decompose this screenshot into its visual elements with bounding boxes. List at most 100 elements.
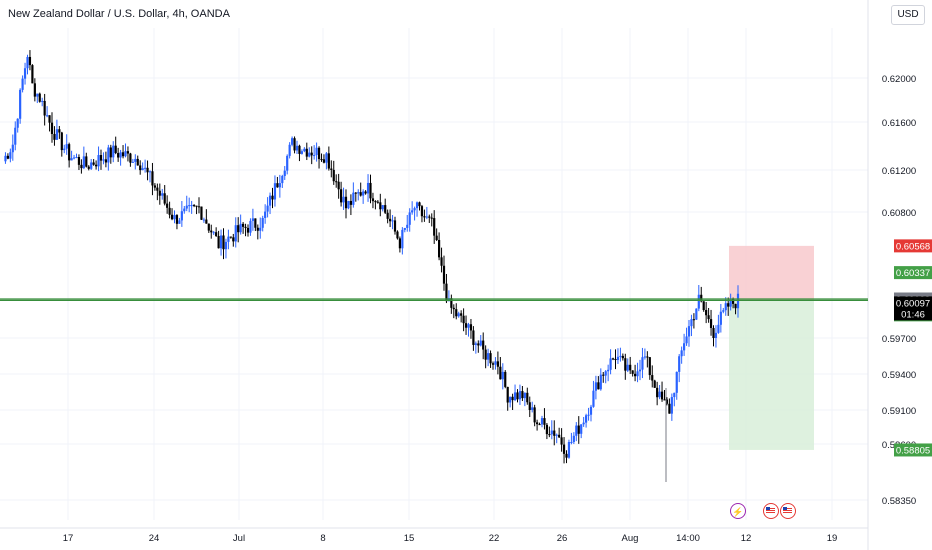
candle (668, 403, 671, 414)
candle (624, 358, 627, 371)
candle (450, 298, 453, 308)
candle (714, 332, 718, 338)
candle (291, 138, 294, 145)
candle (251, 218, 254, 221)
candle (121, 152, 125, 157)
candle (119, 152, 122, 158)
candle (629, 364, 632, 371)
current-price-label: 0.60097 (896, 298, 930, 309)
candle (144, 167, 147, 169)
candle (616, 356, 620, 360)
candle (288, 144, 291, 156)
candle (722, 310, 725, 312)
candle (401, 229, 404, 249)
candle (442, 265, 446, 284)
candle (707, 315, 710, 320)
candle (166, 203, 169, 208)
candle (592, 390, 595, 407)
x-tick-label: Aug (622, 533, 639, 544)
candle (430, 217, 433, 219)
candle (340, 189, 343, 203)
candle (21, 78, 24, 90)
candle (80, 164, 83, 169)
candle (347, 200, 350, 209)
candle (337, 181, 340, 190)
currency-button[interactable]: USD (891, 5, 925, 25)
current-price-bg (894, 296, 932, 321)
candle (602, 374, 605, 376)
candle (423, 216, 426, 218)
candle (663, 399, 666, 401)
candle (23, 68, 27, 79)
candle (440, 257, 443, 266)
candle (85, 156, 88, 167)
candle (134, 158, 137, 162)
candle (418, 202, 421, 207)
candle (558, 434, 561, 438)
candle (50, 122, 54, 134)
candle (499, 366, 502, 380)
candle (543, 418, 546, 425)
x-tick-label: 12 (741, 533, 752, 544)
candle (562, 444, 566, 454)
lightning-icon[interactable]: ⚡ (730, 503, 746, 519)
candle (611, 358, 615, 360)
candle (727, 303, 730, 307)
candle (643, 356, 646, 358)
candle (599, 374, 602, 390)
candle (315, 147, 318, 156)
candle (455, 309, 458, 317)
candle (112, 145, 115, 158)
candle (308, 152, 311, 157)
candle (472, 330, 475, 345)
candle (526, 392, 529, 403)
candle (109, 147, 112, 158)
candle (670, 397, 673, 414)
candle (384, 205, 387, 213)
candle (163, 193, 166, 204)
y-tick-label: 0.61200 (882, 166, 916, 177)
candle (420, 206, 424, 217)
candle (14, 127, 17, 145)
candle (28, 56, 32, 66)
candle (300, 151, 303, 154)
candle (408, 212, 411, 225)
candle (474, 343, 477, 345)
candle (224, 241, 228, 250)
us-flag-icon[interactable] (780, 503, 796, 519)
candle (281, 176, 284, 184)
candle (72, 157, 76, 159)
candle (582, 422, 585, 425)
candle (511, 396, 514, 401)
candle (648, 357, 651, 376)
candle (46, 115, 49, 117)
stop-loss-zone (729, 245, 814, 301)
candle (690, 319, 693, 327)
stop-price-label: 0.60568 (896, 241, 930, 252)
candle (99, 155, 103, 161)
candle (636, 371, 639, 377)
candle (646, 356, 649, 358)
candle (359, 192, 362, 196)
candle (75, 157, 78, 159)
candle (435, 235, 438, 241)
candle (11, 144, 14, 153)
candle (95, 164, 98, 167)
candle (117, 153, 120, 158)
us-flag-icon[interactable] (763, 503, 779, 519)
candle (381, 205, 384, 210)
candle (102, 159, 105, 161)
candle (433, 218, 436, 236)
candle (266, 205, 269, 212)
candle (232, 237, 235, 242)
stop-price-label-bg (894, 239, 932, 253)
candle (732, 298, 735, 304)
candle (678, 356, 681, 372)
candle (521, 391, 524, 399)
candle (371, 198, 375, 202)
candle (658, 391, 661, 398)
target-price-label-bg (894, 443, 932, 457)
candle (114, 145, 117, 154)
candle (550, 430, 553, 435)
